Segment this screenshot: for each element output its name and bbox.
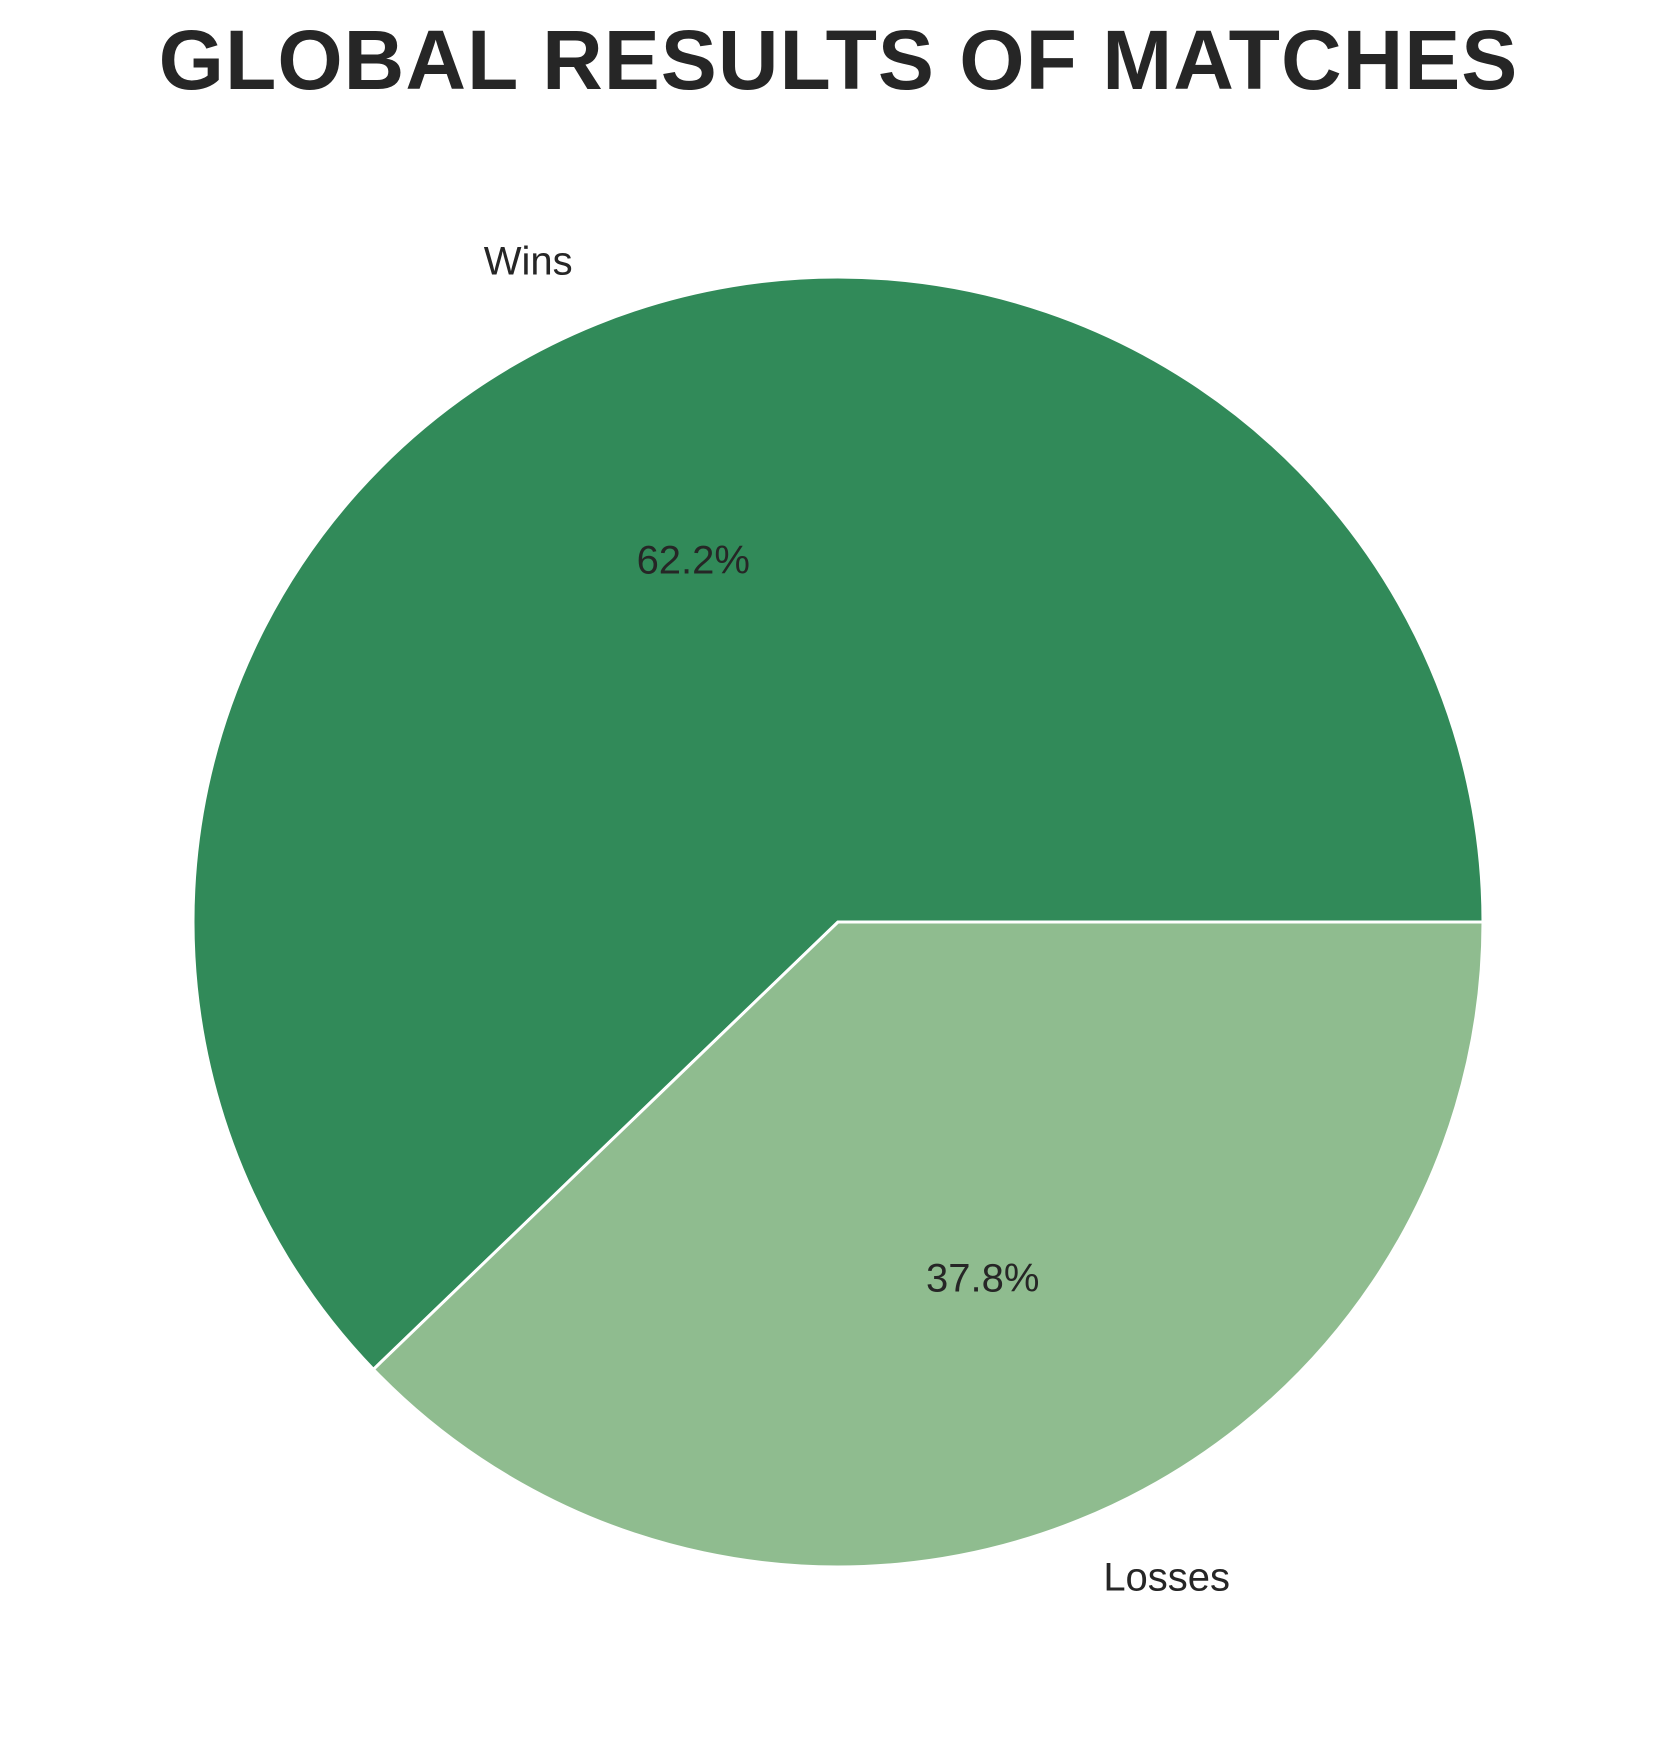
percent-label-wins: 62.2% (637, 539, 750, 583)
pie-labels: Wins 62.2% Losses 37.8% (484, 240, 1230, 1600)
pie-slices (191, 275, 1485, 1569)
slice-label-losses: Losses (1103, 1556, 1230, 1600)
slice-label-wins: Wins (484, 240, 573, 284)
chart-title: GLOBAL RESULTS OF MATCHES (158, 13, 1519, 107)
pie-slice-wins (191, 275, 1485, 1371)
pie-slice-losses (371, 920, 1485, 1569)
percent-label-losses: 37.8% (926, 1256, 1039, 1300)
